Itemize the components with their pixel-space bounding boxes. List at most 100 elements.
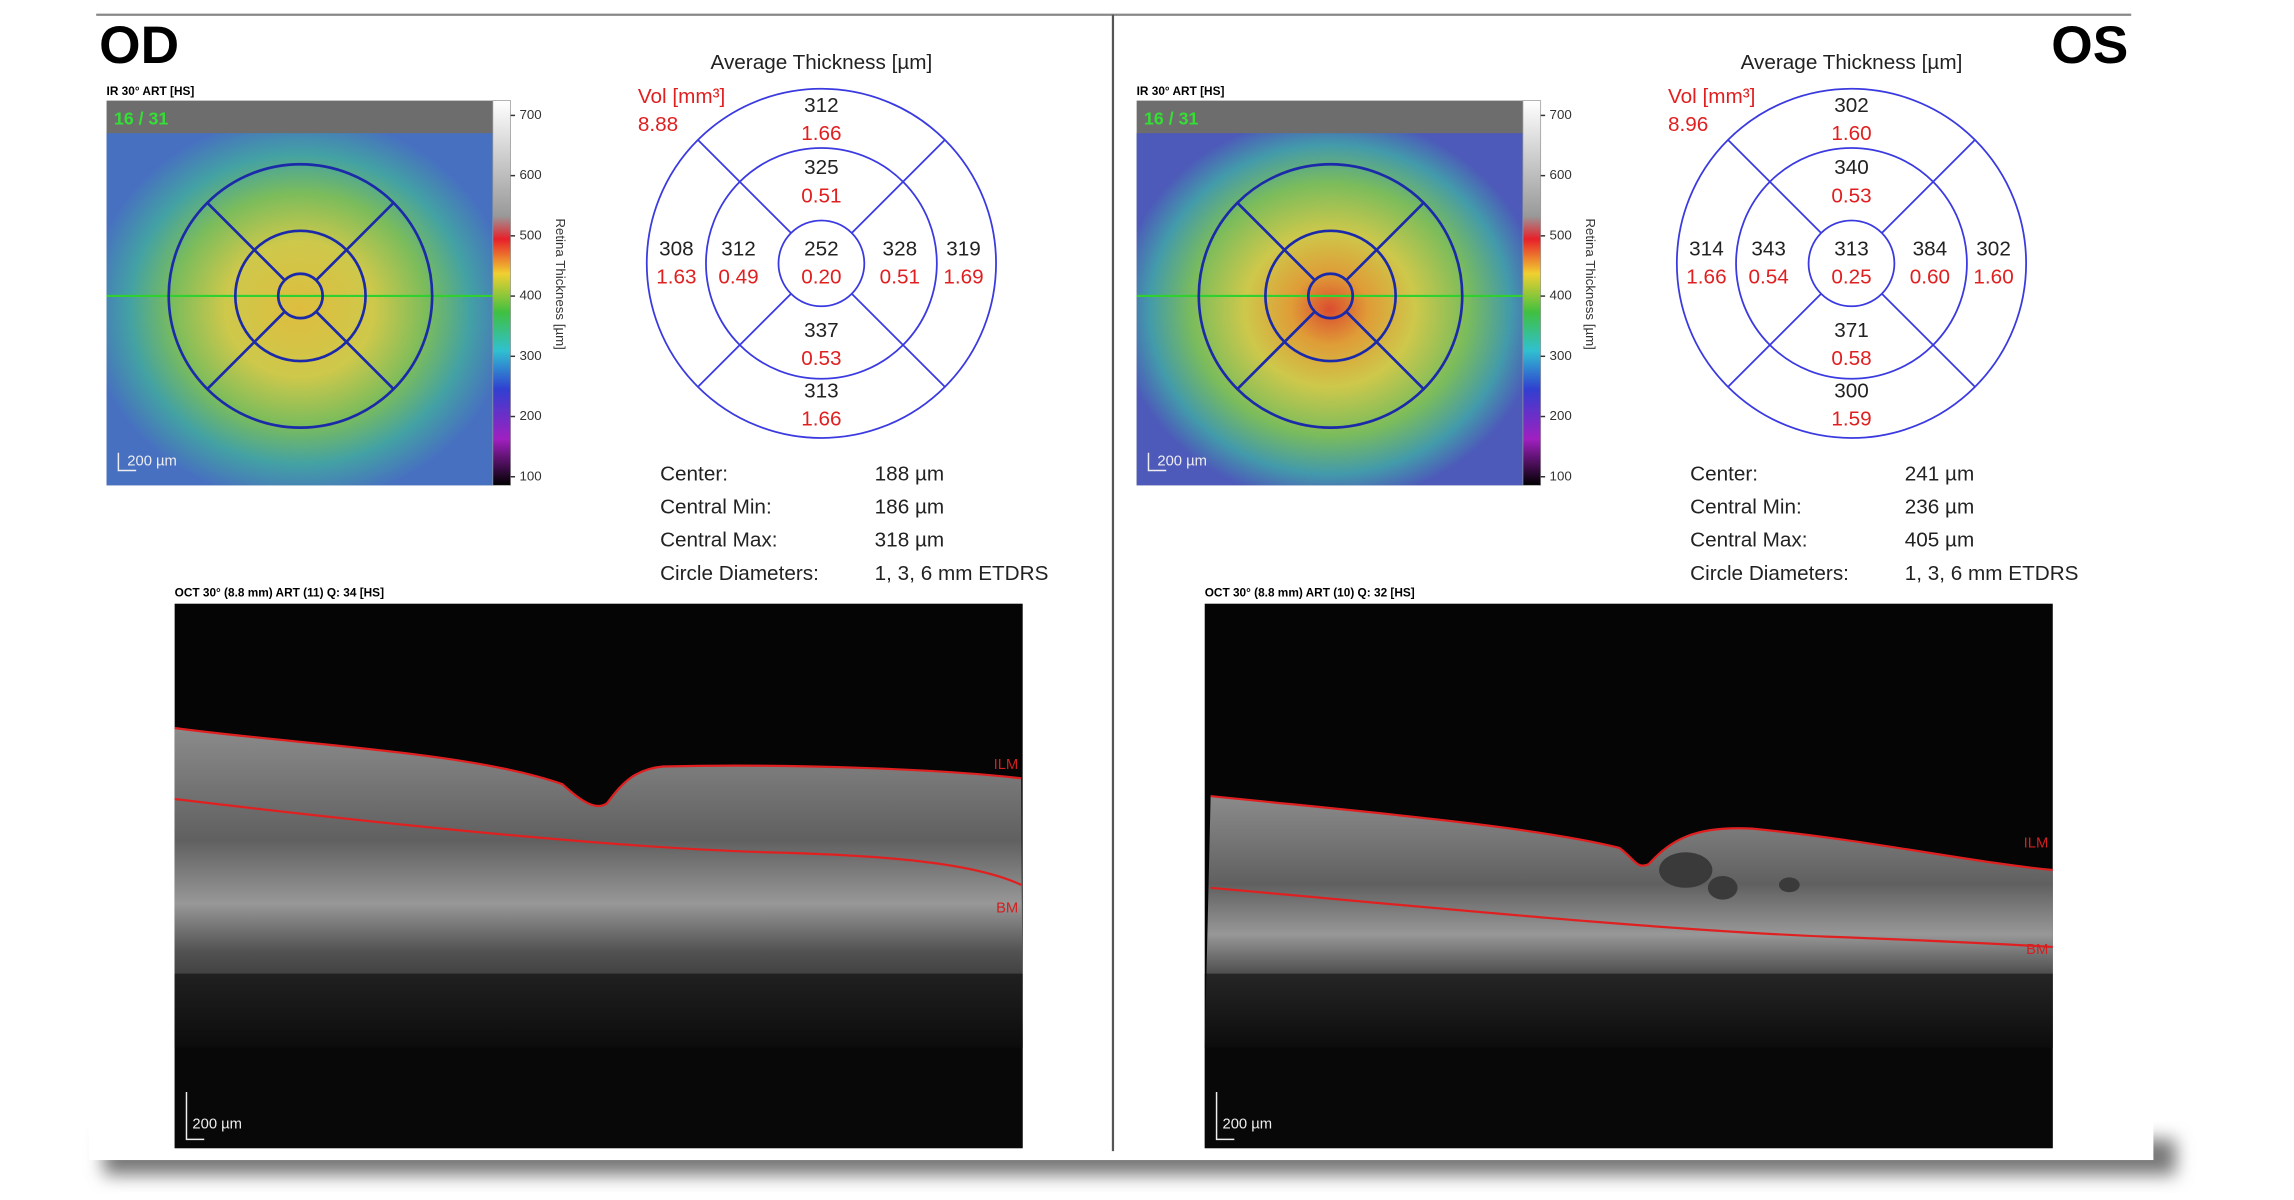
sector-volume: 1.60 bbox=[1973, 266, 2013, 289]
ir-grid-spoke bbox=[1345, 201, 1425, 282]
colorbar-label: Retina Thickness [µm] bbox=[1583, 218, 1598, 350]
colorbar-tick-label: 700 bbox=[1550, 107, 1572, 122]
sector-thickness: 337 bbox=[804, 319, 839, 342]
stat-label: Central Min: bbox=[1690, 496, 1802, 519]
stat-value: 405 µm bbox=[1905, 529, 1974, 552]
sector-volume: 1.66 bbox=[801, 122, 841, 145]
etdrs-circle bbox=[705, 147, 938, 380]
ilm-line bbox=[174, 726, 1022, 808]
sector-volume: 0.51 bbox=[880, 266, 920, 289]
sector-thickness: 314 bbox=[1689, 238, 1724, 261]
etdrs-spoke bbox=[1727, 293, 1822, 388]
sector-volume: 1.63 bbox=[656, 266, 696, 289]
cyst bbox=[1659, 852, 1713, 888]
ir-scale-bar bbox=[1147, 452, 1167, 472]
oct-scale: 200 µm bbox=[192, 1116, 242, 1132]
sector-volume: 0.60 bbox=[1910, 266, 1950, 289]
ir-grid-spoke bbox=[315, 201, 395, 282]
stat-value: 1, 3, 6 mm ETDRS bbox=[1905, 562, 2079, 585]
bm-label: BM bbox=[996, 900, 1018, 916]
colorbar-tick-label: 200 bbox=[1550, 408, 1572, 423]
etdrs-title: Average Thickness [µm] bbox=[1741, 51, 1963, 74]
ir-label: IR 30° ART [HS] bbox=[107, 84, 195, 98]
stat-value: 241 µm bbox=[1905, 462, 1974, 485]
oct-scale-bar bbox=[1215, 1091, 1235, 1141]
etdrs-spoke bbox=[697, 293, 792, 388]
ir-grid-circle bbox=[167, 162, 434, 429]
sector-volume: 0.20 bbox=[801, 266, 841, 289]
colorbar-tick-label: 400 bbox=[1550, 288, 1572, 303]
ilm-label: ILM bbox=[2024, 835, 2049, 851]
stat-value: 236 µm bbox=[1905, 496, 1974, 519]
sector-thickness: 325 bbox=[804, 156, 839, 179]
colorbar-tick-label: 500 bbox=[1550, 227, 1572, 242]
eye-panel: IR 30° ART [HS] 16 / 31 200 µm 700 600 500 400… bbox=[1136, 51, 2079, 1149]
etdrs-spoke bbox=[1727, 139, 1822, 234]
ir-heatmap bbox=[1136, 133, 1523, 486]
ir-grid-circle bbox=[233, 229, 367, 363]
ir-scale: 200 µm bbox=[127, 454, 177, 470]
colorbar-tick-label: 500 bbox=[519, 227, 541, 242]
choroid-fade bbox=[174, 973, 1023, 1149]
etdrs-circle bbox=[1807, 219, 1896, 308]
ilm-line bbox=[1210, 794, 2053, 872]
colorbar-tick-label: 600 bbox=[519, 167, 541, 182]
stat-value: 1, 3, 6 mm ETDRS bbox=[875, 562, 1049, 585]
ir-grid-spoke bbox=[206, 201, 286, 282]
etdrs-circle bbox=[1675, 87, 2028, 439]
sector-thickness: 343 bbox=[1751, 238, 1786, 261]
choroid-fade bbox=[1204, 973, 2053, 1149]
sector-thickness: 312 bbox=[804, 94, 839, 117]
retina-layer bbox=[174, 727, 1023, 1048]
stat-label: Circle Diameters: bbox=[1690, 562, 1849, 585]
sector-volume: 1.66 bbox=[1686, 266, 1726, 289]
oct-scale-bar bbox=[185, 1091, 205, 1141]
bm-label: BM bbox=[2026, 942, 2048, 958]
oct-image: ILM BM 200 µm bbox=[174, 603, 1023, 1149]
colorbar-tick-label: 700 bbox=[519, 107, 541, 122]
etdrs-title: Average Thickness [µm] bbox=[711, 51, 933, 74]
colorbar-tick-label: 600 bbox=[1550, 167, 1572, 182]
sector-thickness: 302 bbox=[1834, 94, 1869, 117]
vol-label: Vol [mm³] bbox=[638, 85, 725, 108]
etdrs-spoke bbox=[851, 293, 946, 388]
ir-scale: 200 µm bbox=[1157, 454, 1207, 470]
sector-volume: 0.54 bbox=[1748, 266, 1788, 289]
sector-volume: 0.51 bbox=[801, 184, 841, 207]
eye-label: OS bbox=[2051, 16, 2128, 75]
sector-thickness: 300 bbox=[1834, 380, 1869, 403]
sector-volume: 1.66 bbox=[801, 408, 841, 431]
ir-grid-circle bbox=[1197, 162, 1464, 429]
ir-scale-bar bbox=[117, 452, 137, 472]
cyst bbox=[1707, 875, 1738, 900]
ir-grid-circle bbox=[1264, 229, 1397, 363]
sector-volume: 0.53 bbox=[801, 347, 841, 370]
oct-scale: 200 µm bbox=[1222, 1116, 1272, 1132]
ilm-label: ILM bbox=[994, 757, 1019, 773]
stat-label: Center: bbox=[1690, 462, 1758, 485]
colorbar bbox=[1522, 100, 1542, 486]
etdrs-spoke bbox=[697, 139, 792, 234]
sector-thickness: 313 bbox=[1834, 238, 1869, 261]
ir-counter: 16 / 31 bbox=[1144, 109, 1198, 129]
sector-volume: 0.58 bbox=[1831, 347, 1871, 370]
sector-thickness: 312 bbox=[721, 238, 756, 261]
ir-heatmap bbox=[106, 133, 493, 486]
eye-label: OD bbox=[99, 16, 179, 75]
stat-label: Circle Diameters: bbox=[660, 562, 819, 585]
ir-label: IR 30° ART [HS] bbox=[1137, 84, 1225, 98]
oct-label: OCT 30° (8.8 mm) ART (10) Q: 32 [HS] bbox=[1205, 585, 1415, 599]
vol-value: 8.88 bbox=[638, 113, 678, 136]
etdrs-circle bbox=[1735, 147, 1968, 380]
colorbar-label: Retina Thickness [µm] bbox=[553, 218, 568, 350]
colorbar-tick-label: 100 bbox=[519, 468, 541, 483]
colorbar-tick-label: 400 bbox=[519, 288, 541, 303]
sector-volume: 1.59 bbox=[1831, 408, 1871, 431]
sector-thickness: 340 bbox=[1834, 156, 1869, 179]
ir-grid-spoke bbox=[206, 310, 286, 390]
sector-thickness: 319 bbox=[946, 238, 981, 261]
sector-thickness: 252 bbox=[804, 238, 839, 261]
eye-panel: IR 30° ART [HS] 16 / 31 200 µm 700 600 500 400… bbox=[106, 51, 1049, 1149]
